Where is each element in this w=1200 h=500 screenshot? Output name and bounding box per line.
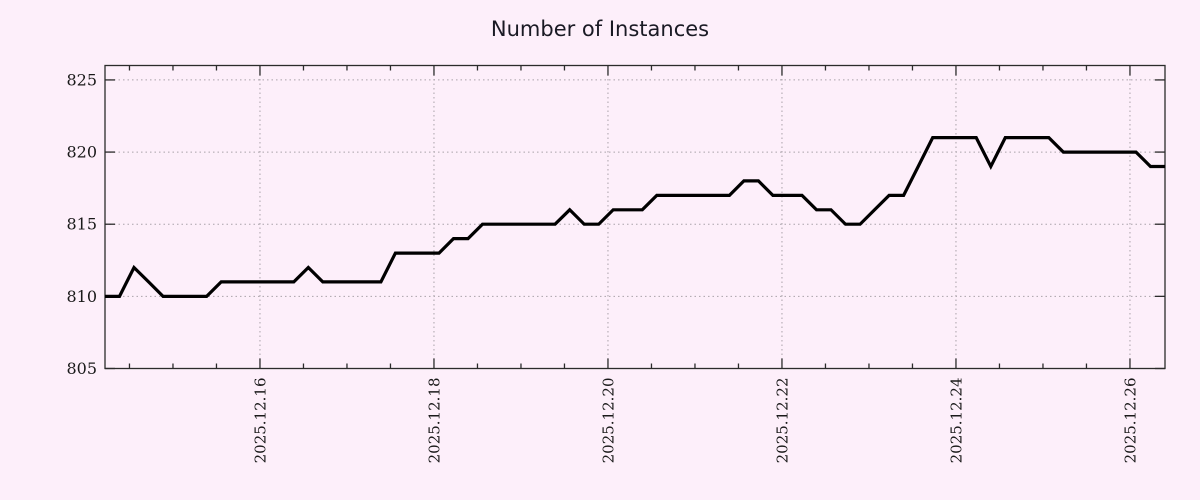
x-tick-label: 2025.12.22: [773, 378, 791, 464]
series-line: [105, 136, 1165, 298]
x-tick-label: 2025.12.20: [599, 378, 617, 464]
plot-border: [104, 64, 1166, 370]
chart-title: Number of Instances: [490, 17, 710, 41]
x-tick-label: 2025.12.26: [1121, 378, 1139, 464]
y-tick-label: 810: [66, 287, 97, 306]
x-tick-label: 2025.12.18: [425, 378, 443, 464]
y-tick-label: 805: [66, 359, 97, 378]
y-tick-label: 815: [66, 215, 97, 234]
y-tick-label: 825: [66, 70, 97, 89]
y-tick-label: 820: [66, 143, 97, 162]
x-tick-label: 2025.12.16: [251, 378, 269, 464]
x-tick-label: 2025.12.24: [947, 378, 965, 464]
